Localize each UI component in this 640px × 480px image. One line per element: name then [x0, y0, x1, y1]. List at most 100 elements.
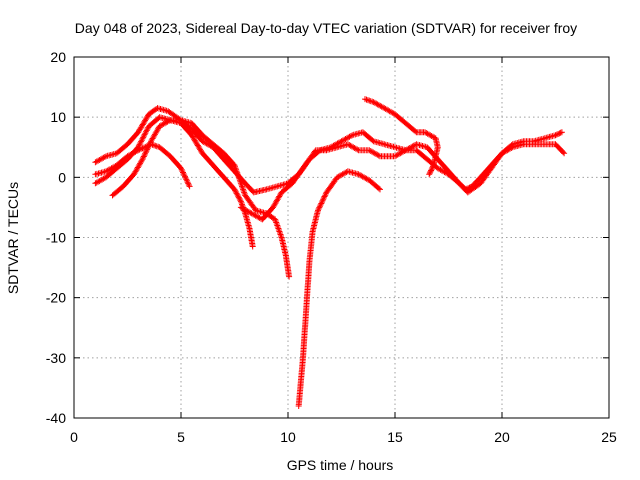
data-point [189, 185, 191, 187]
data-point [94, 182, 96, 184]
y-tick-label: -10 [46, 230, 66, 246]
x-tick-label: 15 [387, 429, 403, 445]
data-point [447, 173, 450, 175]
data-point [111, 194, 114, 196]
x-tick-label: 0 [70, 429, 78, 445]
data-point [426, 146, 428, 148]
data-point [554, 134, 557, 136]
data-point [94, 173, 96, 175]
data-point [244, 182, 246, 184]
data-point [150, 140, 152, 142]
data-point [94, 161, 96, 163]
data-point [432, 164, 435, 166]
data-point [244, 194, 246, 196]
series-markers [295, 168, 383, 409]
x-tick-label: 10 [280, 429, 296, 445]
data-point [358, 173, 360, 175]
data-point [383, 143, 385, 145]
y-tick-label: 20 [50, 49, 66, 65]
data-point [544, 143, 546, 145]
data-point [244, 212, 246, 214]
data-point [148, 113, 150, 115]
data-point [426, 158, 428, 160]
data-point [201, 140, 203, 142]
data-point [159, 125, 161, 127]
data-point [248, 227, 251, 230]
series-arc-7 [362, 96, 441, 178]
series-arc-5 [237, 129, 568, 223]
data-point [394, 113, 396, 115]
y-tick-label: 0 [58, 169, 66, 185]
data-point [272, 206, 274, 208]
data-point [415, 143, 417, 145]
data-point [116, 164, 118, 166]
data-point [561, 131, 563, 133]
data-point [379, 155, 381, 157]
data-point [240, 200, 242, 202]
data-point [471, 185, 473, 187]
data-point [312, 230, 314, 233]
data-point [336, 176, 338, 178]
y-tick-label: 10 [50, 109, 66, 125]
data-point [252, 245, 254, 248]
series-markers [362, 96, 441, 178]
data-point [169, 155, 171, 157]
grid-lines [74, 57, 609, 418]
data-point [317, 209, 319, 211]
data-point [255, 209, 257, 211]
data-point [458, 182, 460, 184]
data-point [105, 170, 107, 172]
series-markers [92, 141, 193, 190]
data-point [347, 143, 349, 145]
data-point [533, 143, 535, 145]
data-point [180, 167, 182, 169]
data-point [340, 140, 343, 142]
data-point [308, 261, 310, 263]
x-tick-label: 20 [494, 429, 510, 445]
data-point [281, 191, 283, 193]
data-point [347, 170, 349, 172]
data-point [300, 170, 302, 172]
data-point [169, 119, 171, 121]
data-point [285, 254, 287, 257]
data-point [137, 131, 139, 133]
data-point [137, 149, 139, 151]
data-point [364, 98, 366, 100]
data-point [212, 143, 214, 145]
series-markers [237, 129, 568, 223]
x-axis-label: GPS time / hours [287, 457, 394, 473]
data-point [191, 128, 193, 130]
data-point [141, 158, 144, 160]
data-point [291, 182, 293, 184]
data-point [233, 164, 236, 166]
data-point [223, 176, 225, 178]
data-point [379, 188, 381, 190]
data-point [302, 357, 304, 359]
data-point [544, 137, 546, 139]
series-arc-2 [92, 114, 256, 250]
data-point [288, 276, 290, 278]
data-point [428, 173, 430, 175]
data-point [415, 131, 417, 133]
data-point [383, 107, 385, 109]
data-point [554, 143, 557, 145]
data-point [308, 158, 310, 160]
data-point [251, 212, 253, 214]
data-point [126, 155, 129, 157]
data-point [223, 152, 225, 154]
data-point [394, 155, 396, 157]
data-point [522, 143, 525, 145]
y-axis-label: SDTVAR / TECUs [5, 182, 21, 294]
y-tick-label: -20 [46, 290, 66, 306]
data-point [201, 152, 203, 154]
data-point [373, 140, 375, 142]
data-point [435, 137, 437, 139]
data-point [298, 405, 300, 407]
series-arc-3 [92, 141, 193, 190]
data-point [325, 191, 328, 193]
data-point [240, 206, 242, 208]
data-point [116, 152, 118, 154]
data-point [133, 173, 135, 175]
x-tick-label: 25 [601, 429, 617, 445]
